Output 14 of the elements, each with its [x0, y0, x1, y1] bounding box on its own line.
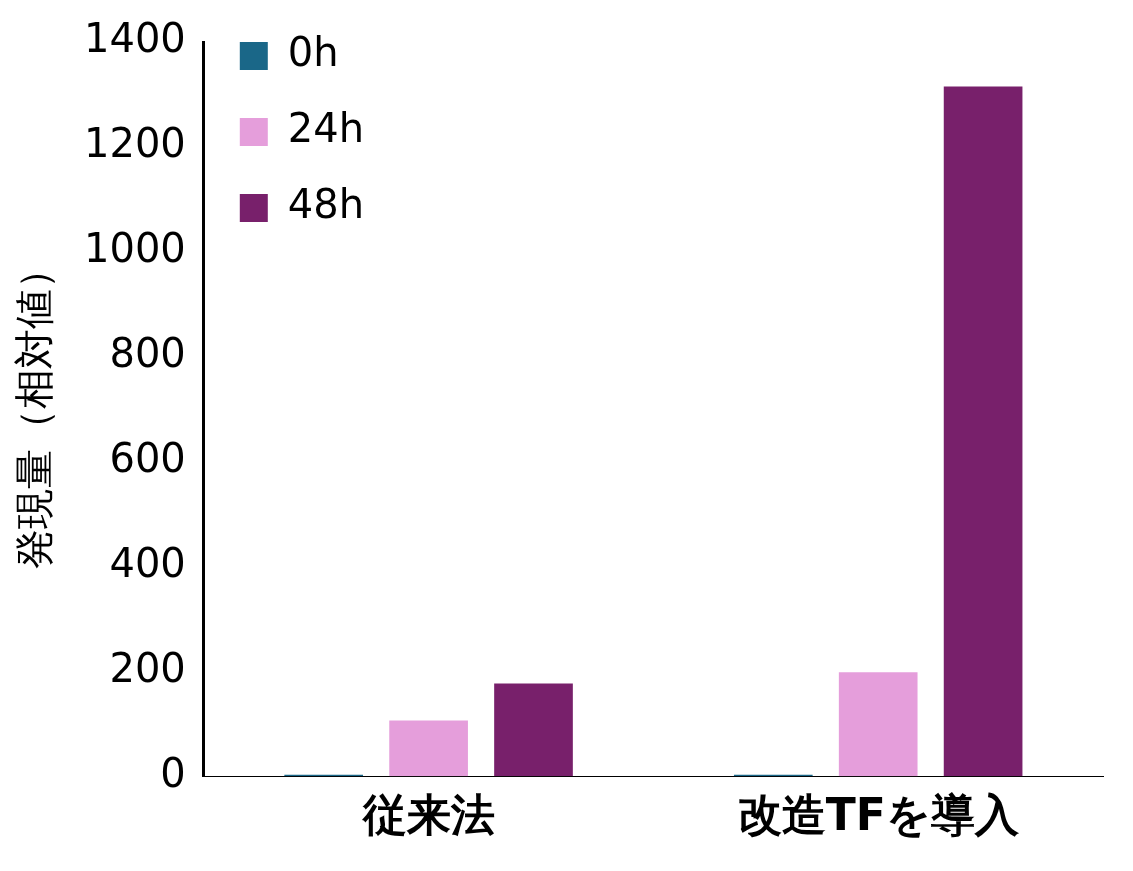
y-tick-label: 1200 — [84, 120, 186, 167]
legend-label: 48h — [287, 181, 365, 228]
x-tick-label: 改造TFを導入 — [737, 789, 1020, 841]
legend-label: 0h — [287, 29, 339, 76]
legend-label: 24h — [287, 105, 365, 152]
y-tick-label: 1000 — [84, 225, 186, 272]
y-tick-label: 800 — [109, 330, 186, 377]
y-tick-label: 0 — [160, 749, 186, 796]
x-tick-label: 従来法 — [360, 789, 495, 841]
y-tick-label: 1400 — [84, 15, 186, 62]
y-tick-label: 400 — [109, 539, 186, 586]
y-tick-label: 600 — [109, 434, 186, 481]
y-tick-label: 200 — [109, 644, 186, 691]
y-axis-title: 発現量（相対値） — [11, 249, 58, 570]
